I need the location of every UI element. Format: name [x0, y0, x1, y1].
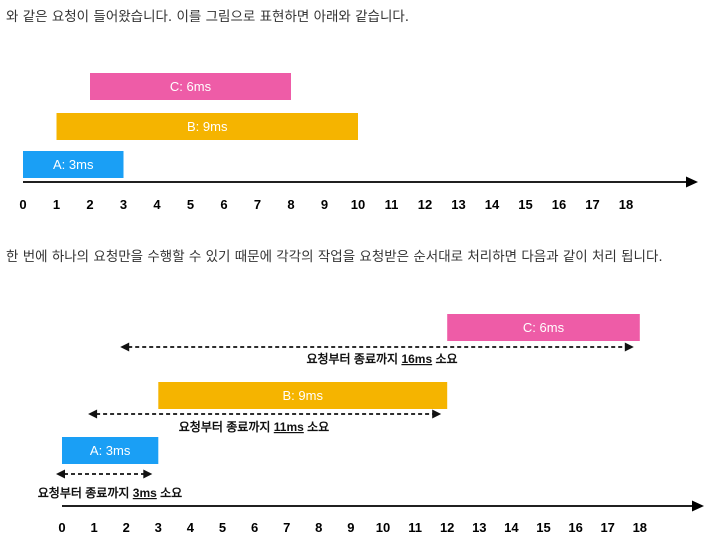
- caption-duration: 11ms: [274, 420, 304, 434]
- tick-label: 9: [321, 197, 328, 212]
- caption-prefix: 요청부터 종료까지: [38, 485, 133, 500]
- intro-paragraph: 와 같은 요청이 들어왔습니다. 이를 그림으로 표현하면 아래와 같습니다.: [6, 9, 410, 25]
- arrow-right-icon: [624, 342, 634, 352]
- arrow-right-icon: [432, 409, 442, 419]
- tick-label: 10: [376, 520, 390, 535]
- bar-c: [90, 73, 291, 100]
- span-caption-b: 요청부터 종료까지 11ms 소요: [179, 419, 329, 434]
- tick-label: 6: [220, 197, 227, 212]
- tick-label: 4: [187, 520, 195, 535]
- tick-label: 1: [90, 520, 97, 535]
- caption-prefix: 요청부터 종료까지: [306, 351, 401, 366]
- tick-label: 15: [536, 520, 550, 535]
- caption-suffix: 소요: [304, 420, 329, 434]
- caption-suffix: 소요: [157, 486, 182, 500]
- tick-label: 14: [485, 197, 500, 212]
- tick-label: 17: [600, 520, 614, 535]
- tick-label: 18: [619, 197, 633, 212]
- tick-label: 6: [251, 520, 258, 535]
- tick-label: 17: [585, 197, 599, 212]
- tick-label: 16: [568, 520, 582, 535]
- tick-label: 9: [347, 520, 354, 535]
- tick-label: 8: [287, 197, 294, 212]
- tick-label: 10: [351, 197, 365, 212]
- tick-label: 13: [472, 520, 486, 535]
- axis-arrowhead-icon: [692, 500, 704, 512]
- bar-b: [56, 113, 358, 140]
- tick-label: 2: [86, 197, 93, 212]
- caption-prefix: 요청부터 종료까지: [179, 419, 274, 434]
- caption-duration: 16ms: [401, 352, 432, 366]
- tick-label: 7: [283, 520, 290, 535]
- tick-label: 15: [518, 197, 532, 212]
- tick-label: 13: [451, 197, 465, 212]
- bar-label-a: A: 3ms: [53, 157, 94, 172]
- bar-a: [23, 151, 124, 178]
- span-caption-a: 요청부터 종료까지 3ms 소요: [38, 485, 182, 500]
- tick-label: 8: [315, 520, 322, 535]
- tick-label: 18: [633, 520, 647, 535]
- bar-label-b: B: 9ms: [187, 119, 228, 134]
- tick-label: 14: [504, 520, 519, 535]
- bar-c: [447, 314, 640, 341]
- tick-label: 3: [120, 197, 127, 212]
- tick-label: 0: [19, 197, 26, 212]
- bar-label-a: A: 3ms: [90, 443, 131, 458]
- tick-label: 2: [123, 520, 130, 535]
- caption-suffix: 소요: [432, 352, 457, 366]
- tick-label: 3: [155, 520, 162, 535]
- bar-a: [62, 437, 159, 464]
- tick-label: 1: [53, 197, 60, 212]
- arrow-right-icon: [143, 469, 153, 479]
- tick-label: 16: [552, 197, 566, 212]
- axis-arrowhead-icon: [686, 176, 698, 188]
- explanation-paragraph: 한 번에 하나의 요청만을 수행할 수 있기 때문에 각각의 작업을 요청받은 …: [6, 249, 663, 265]
- bar-label-c: C: 6ms: [523, 320, 565, 335]
- tick-label: 12: [440, 520, 454, 535]
- bar-label-c: C: 6ms: [170, 79, 212, 94]
- bar-label-b: B: 9ms: [283, 388, 324, 403]
- bar-b: [158, 382, 448, 409]
- arrow-left-icon: [56, 469, 65, 479]
- arrow-left-icon: [120, 342, 130, 352]
- tick-label: 12: [418, 197, 432, 212]
- arrow-left-icon: [88, 409, 98, 419]
- tick-label: 0: [58, 520, 65, 535]
- tick-label: 11: [408, 520, 422, 535]
- tick-label: 11: [385, 197, 399, 212]
- caption-duration: 3ms: [133, 486, 157, 500]
- tick-label: 4: [153, 197, 161, 212]
- span-caption-c: 요청부터 종료까지 16ms 소요: [306, 351, 457, 366]
- tick-label: 5: [187, 197, 194, 212]
- tick-label: 7: [254, 197, 261, 212]
- tick-label: 5: [219, 520, 226, 535]
